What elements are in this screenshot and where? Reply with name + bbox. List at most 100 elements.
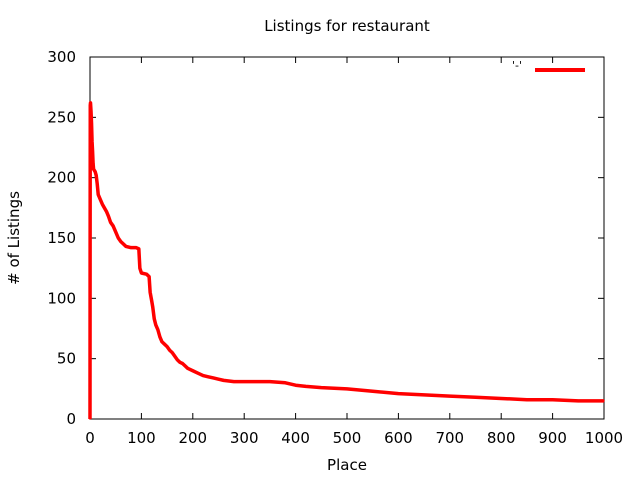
data-point [151, 305, 154, 308]
series-layer [88, 101, 605, 420]
x-tick-label: 200 [178, 429, 207, 447]
data-point [181, 362, 184, 365]
data-point [122, 243, 125, 245]
data-point [91, 150, 94, 152]
data-point [89, 104, 92, 107]
data-point [148, 275, 150, 278]
series-line [88, 101, 604, 420]
y-tick-label: 250 [47, 108, 76, 126]
x-tick-label: 900 [538, 429, 567, 447]
data-point [174, 355, 176, 358]
data-point [474, 396, 477, 399]
data-point [184, 365, 186, 367]
data-point [179, 361, 181, 364]
data-point [171, 351, 174, 354]
x-tick-label: 600 [384, 429, 413, 447]
data-point [176, 359, 179, 361]
data-point [140, 272, 143, 274]
x-axis: 0 100 200 300 400 500 600 700 800 900 1000 [85, 57, 623, 447]
data-point [577, 400, 580, 402]
data-point [449, 395, 451, 397]
data-point [500, 397, 503, 400]
data-point [130, 246, 132, 249]
data-point [269, 380, 271, 383]
data-point [120, 240, 122, 243]
data-point [423, 394, 425, 396]
data-point [101, 203, 104, 206]
data-point [168, 349, 171, 352]
data-point [243, 380, 245, 383]
data-point [159, 336, 161, 338]
data-point [371, 390, 374, 393]
x-tick-label: 700 [435, 429, 464, 447]
data-point [125, 245, 127, 248]
x-tick-label: 1000 [585, 429, 623, 447]
data-point [109, 221, 112, 224]
y-axis-label: # of Listings [5, 191, 23, 285]
data-point [117, 237, 120, 239]
y-tick-label: 300 [47, 48, 76, 66]
data-point [150, 299, 153, 302]
data-point [305, 385, 307, 388]
data-point [99, 198, 102, 201]
data-point [89, 418, 91, 420]
data-point [94, 170, 96, 173]
data-point [157, 328, 159, 331]
data-point [92, 168, 95, 171]
data-point [135, 246, 138, 249]
data-point [551, 398, 554, 401]
data-point [107, 215, 110, 218]
y-tick-label: 200 [47, 169, 76, 187]
data-point [294, 384, 297, 387]
legend-label: '-' [512, 59, 522, 72]
x-tick-label: 800 [487, 429, 516, 447]
data-point [346, 388, 348, 390]
y-tick-label: 150 [47, 229, 76, 247]
data-point [222, 379, 225, 382]
y-tick-label: 100 [47, 289, 76, 307]
data-point [92, 162, 94, 164]
data-point [197, 372, 199, 374]
data-point [149, 291, 151, 294]
plot-frame [89, 56, 605, 420]
x-tick-label: 300 [230, 429, 259, 447]
data-point [105, 210, 108, 213]
x-tick-label: 100 [127, 429, 156, 447]
data-point [233, 380, 235, 383]
y-tick-label: 50 [57, 350, 76, 368]
data-point [96, 182, 98, 185]
data-point [163, 343, 166, 345]
data-point [90, 122, 93, 125]
data-point [153, 318, 156, 320]
data-point [89, 261, 91, 263]
x-tick-label: 0 [85, 429, 95, 447]
y-tick-label: 0 [66, 410, 76, 428]
data-point [161, 340, 163, 343]
data-point [154, 324, 157, 326]
x-tick-label: 500 [333, 429, 362, 447]
data-point [90, 110, 92, 113]
data-point [166, 345, 168, 348]
data-point [526, 398, 528, 401]
chart-title: Listings for restaurant [264, 17, 430, 35]
data-point [145, 273, 148, 276]
data-point [212, 377, 215, 379]
data-point [320, 386, 323, 389]
x-axis-label: Place [327, 456, 367, 474]
legend: '-' [512, 59, 585, 72]
data-point [97, 193, 100, 196]
data-point [192, 369, 194, 372]
x-tick-label: 400 [281, 429, 310, 447]
y-axis: 0 50 100 150 200 250 300 [47, 48, 604, 428]
data-point [139, 267, 141, 269]
data-point [202, 374, 204, 377]
data-point [603, 400, 605, 402]
data-point [91, 140, 93, 143]
data-point [114, 231, 117, 233]
data-point [397, 392, 400, 395]
data-point [217, 378, 220, 380]
data-point [138, 248, 140, 250]
data-point [186, 367, 189, 370]
